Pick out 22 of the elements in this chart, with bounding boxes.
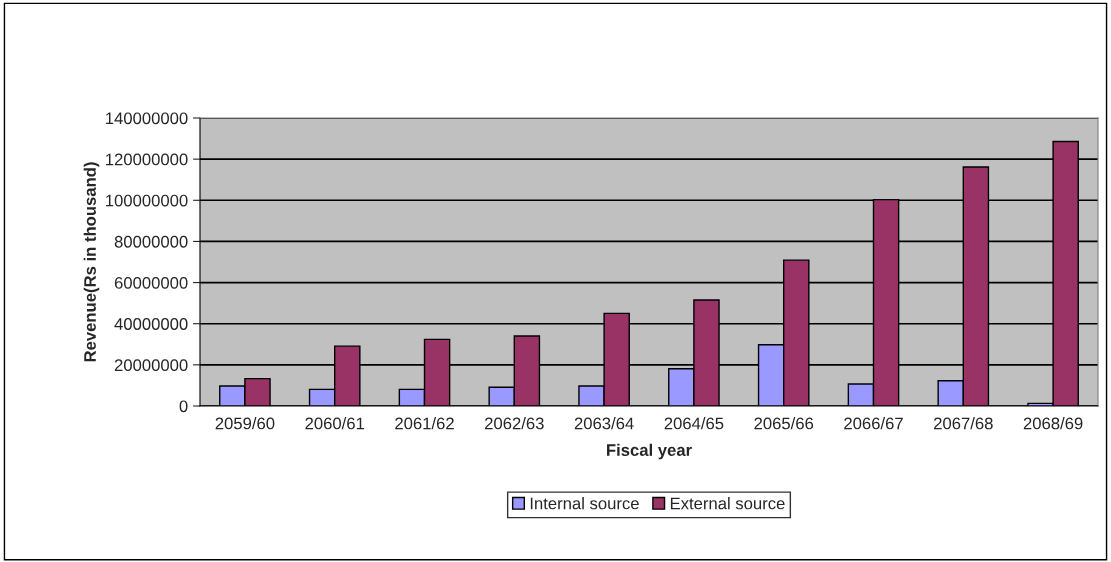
y-axis-title: Revenue(Rs in thousand): [83, 162, 100, 362]
y-tick-label: 120000000: [106, 153, 188, 166]
y-tick-label: 100000000: [106, 194, 188, 207]
x-tick-label: 2065/66: [754, 417, 814, 430]
x-tick-label: 2061/62: [395, 417, 454, 430]
y-tick-label: 40000000: [114, 318, 188, 330]
x-tick-label: 2067/68: [934, 417, 993, 430]
x-tick-label: 2062/63: [485, 417, 544, 430]
y-tick-label: 80000000: [114, 235, 188, 248]
x-tick-label: 2064/65: [664, 417, 724, 430]
x-axis-title: Fiscal year: [607, 443, 692, 460]
y-tick-label: 60000000: [114, 276, 188, 289]
x-tick-label: 2063/64: [574, 417, 634, 430]
legend-label: Internal source: [530, 497, 639, 510]
x-tick-label: 2068/69: [1023, 417, 1083, 430]
y-tick-label: 140000000: [106, 112, 188, 125]
x-tick-label: 2059/60: [215, 417, 275, 430]
y-tick-label: 20000000: [114, 359, 188, 372]
x-tick-label: 2066/67: [844, 417, 903, 430]
y-tick-label: 0: [179, 400, 188, 413]
x-tick-label: 2060/61: [305, 417, 365, 430]
legend-label: External source: [670, 497, 785, 510]
